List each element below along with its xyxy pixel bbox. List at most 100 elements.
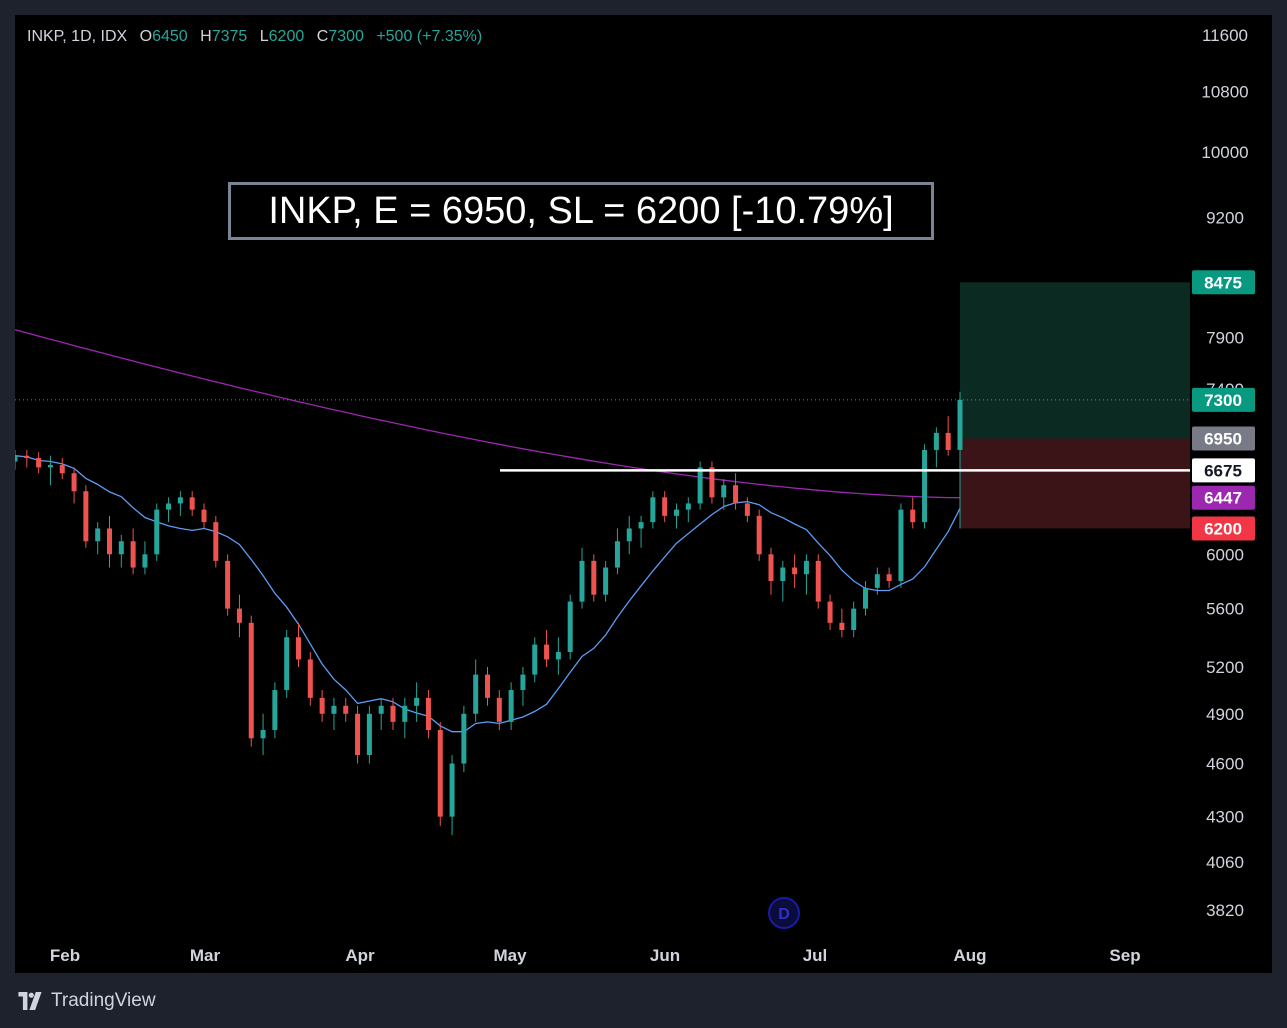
candle-body <box>15 455 18 462</box>
legend-high: 7375 <box>211 28 248 45</box>
candle-body <box>933 432 939 450</box>
candle-body <box>189 497 195 510</box>
candle-body <box>24 455 30 459</box>
candle-body <box>603 567 609 595</box>
dividend-marker-label: D <box>778 906 790 923</box>
candle-body <box>721 485 727 498</box>
price-label-bg <box>1192 458 1255 483</box>
price-label-bg <box>1192 426 1255 451</box>
candle-body <box>284 637 290 691</box>
dividend-marker-icon <box>768 897 800 929</box>
y-tick-label: 9200 <box>1206 209 1244 228</box>
candle-body <box>957 399 963 450</box>
candle-body <box>47 465 53 468</box>
x-tick-label: Apr <box>345 946 375 965</box>
sma-fast-line <box>15 455 961 733</box>
candle-body <box>650 497 656 523</box>
candle-body <box>355 713 361 756</box>
candle-body <box>248 622 254 739</box>
candle-body <box>449 763 455 817</box>
candle-body <box>780 567 786 581</box>
candle-body <box>697 467 703 504</box>
y-tick-label: 11600 <box>1202 26 1248 45</box>
price-label: 6950 <box>1204 430 1242 449</box>
y-tick-label: 4600 <box>1206 755 1244 774</box>
x-tick-label: Feb <box>50 946 80 965</box>
candle-body <box>390 705 396 722</box>
candle-body <box>296 637 301 660</box>
x-tick-label: Jun <box>650 946 680 965</box>
trade-annotation-box[interactable]: INKP, E = 6950, SL = 6200 [-10.79%] <box>228 182 934 240</box>
x-tick-label: Jul <box>803 946 828 965</box>
candle-body <box>201 509 207 523</box>
candle-body <box>331 705 337 714</box>
candle-body <box>886 574 892 581</box>
legend-high-key: H <box>200 28 212 45</box>
price-label-bg <box>1192 485 1255 510</box>
x-tick-label: Mar <box>190 946 221 965</box>
candle-body <box>177 497 183 504</box>
x-tick-label: Sep <box>1109 946 1140 965</box>
legend-low-key: L <box>259 28 269 45</box>
legend-change: +500 (+7.35%) <box>376 28 483 45</box>
candle-body <box>614 541 620 568</box>
candle-body <box>59 465 65 474</box>
candle-body <box>319 697 325 714</box>
sma-slow-line <box>15 329 961 499</box>
candle-body <box>839 622 845 631</box>
symbol-legend: INKP, 1D, IDX O6450 H7375 L6200 C7300 +5… <box>27 28 482 46</box>
candle-body <box>532 644 538 675</box>
candle-body <box>414 697 420 706</box>
candle-body <box>863 587 868 609</box>
candle-body <box>272 690 278 731</box>
legend-close-key: C <box>316 28 329 45</box>
candle-body <box>130 541 136 568</box>
y-tick-label: 10000 <box>1201 143 1248 162</box>
candle-body <box>792 567 798 575</box>
brand-name: TradingView <box>51 990 156 1011</box>
candle-body <box>236 608 242 623</box>
candle-body <box>107 528 112 555</box>
price-label: 7300 <box>1204 391 1242 410</box>
chart-area[interactable]: 1160010800100009200790074006000560052004… <box>15 15 1272 973</box>
candle-body <box>95 528 101 542</box>
candle-body <box>945 432 951 450</box>
candle-body <box>638 522 644 529</box>
candle-body <box>685 503 691 510</box>
target-zone <box>960 282 1190 439</box>
price-label: 6200 <box>1204 519 1242 538</box>
candle-body <box>827 601 833 623</box>
candle-body <box>910 509 916 523</box>
candle-body <box>626 528 632 542</box>
candle-body <box>922 449 928 523</box>
candle-body <box>83 491 89 542</box>
y-tick-label: 3820 <box>1206 901 1244 920</box>
candle-body <box>425 697 431 731</box>
y-tick-label: 4060 <box>1206 853 1244 872</box>
candle-body <box>260 730 266 739</box>
footer-branding[interactable]: TradingView <box>15 990 156 1012</box>
candle-body <box>544 644 550 660</box>
candle-body <box>142 554 148 568</box>
price-label: 6447 <box>1204 489 1242 508</box>
x-tick-label: Aug <box>953 946 986 965</box>
stop-zone <box>960 438 1190 529</box>
candle-body <box>579 560 585 602</box>
candle-body <box>307 659 313 698</box>
candle-body <box>733 485 739 504</box>
candle-body <box>366 713 372 756</box>
candle-body <box>496 697 502 722</box>
tradingview-logo-icon <box>18 992 42 1010</box>
y-tick-label: 7900 <box>1206 329 1244 348</box>
candle-body <box>662 497 668 516</box>
candle-body <box>874 574 880 588</box>
y-tick-label: 10800 <box>1201 82 1248 101</box>
candle-body <box>402 705 408 722</box>
candle-body <box>213 522 219 561</box>
chart-canvas[interactable]: 1160010800100009200790074006000560052004… <box>15 15 1272 973</box>
candle-body <box>744 503 750 516</box>
price-label-bg <box>1192 270 1255 295</box>
candle-body <box>154 509 160 555</box>
x-tick-label: May <box>493 946 527 965</box>
candle-body <box>71 473 77 492</box>
